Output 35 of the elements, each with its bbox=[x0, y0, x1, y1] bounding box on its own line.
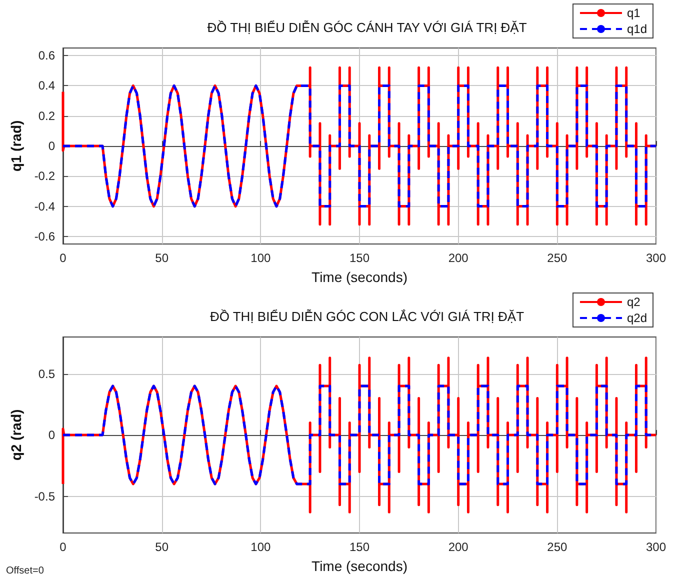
x-tick-label: 0 bbox=[60, 251, 67, 265]
x-tick-label: 250 bbox=[547, 540, 568, 554]
y-tick-label: 0 bbox=[48, 428, 56, 442]
x-tick-label: 100 bbox=[250, 251, 271, 265]
x-tick-label: 100 bbox=[250, 540, 271, 554]
y-tick-label: -0.2 bbox=[34, 169, 56, 184]
x-axis-title: Time (seconds) bbox=[312, 269, 408, 285]
y-tick-label: 0 bbox=[48, 139, 56, 153]
y-tick-label: 0.2 bbox=[38, 108, 56, 123]
y-axis-title: q1 (rad) bbox=[8, 120, 24, 172]
y-tick-label: -0.4 bbox=[34, 199, 56, 214]
x-tick-label: 150 bbox=[349, 251, 370, 265]
x-axis-title: Time (seconds) bbox=[312, 558, 408, 574]
x-tick-label: 50 bbox=[155, 251, 169, 265]
chart-title: ĐỒ THỊ BIỂU DIỄN GÓC CÁNH TAY VỚI GIÁ TRỊ ĐẶT bbox=[207, 20, 527, 35]
legend-label: q2d bbox=[626, 311, 648, 325]
x-tick-label: 250 bbox=[547, 251, 568, 265]
x-tick-label: 300 bbox=[646, 251, 666, 265]
chart-title: ĐỒ THỊ BIỂU DIỄN GÓC CON LẮC VỚI GIÁ TRỊ ĐẶT bbox=[210, 309, 524, 324]
x-tick-label: 200 bbox=[448, 251, 469, 265]
legend-label: q1d bbox=[626, 22, 648, 36]
y-tick-label: 0.5 bbox=[38, 366, 56, 381]
y-tick-label: 0.4 bbox=[38, 78, 56, 93]
y-tick-label: -0.5 bbox=[34, 489, 56, 504]
x-tick-label: 0 bbox=[60, 540, 67, 554]
y-tick-label: 0.6 bbox=[38, 48, 56, 63]
text: Offset=0 bbox=[6, 566, 44, 576]
x-tick-label: 150 bbox=[349, 540, 370, 554]
y-tick-label: -0.6 bbox=[34, 229, 56, 244]
x-tick-label: 300 bbox=[646, 540, 666, 554]
legend-label: q2 bbox=[626, 295, 641, 309]
legend-label: q1 bbox=[626, 6, 641, 20]
x-tick-label: 200 bbox=[448, 540, 469, 554]
x-tick-label: 50 bbox=[155, 540, 169, 554]
y-axis-title: q2 (rad) bbox=[8, 409, 24, 461]
